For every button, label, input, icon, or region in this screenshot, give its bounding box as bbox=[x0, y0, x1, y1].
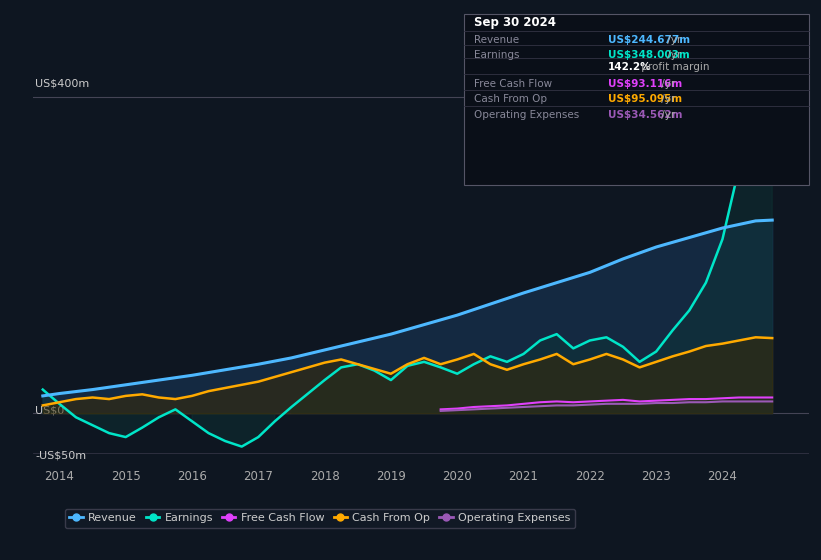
Text: profit margin: profit margin bbox=[638, 62, 709, 72]
Text: Revenue: Revenue bbox=[474, 35, 519, 45]
Text: 142.2%: 142.2% bbox=[608, 62, 651, 72]
Text: US$400m: US$400m bbox=[35, 78, 89, 88]
Text: /yr: /yr bbox=[663, 50, 681, 60]
Text: US$244.677m: US$244.677m bbox=[608, 35, 690, 45]
Text: US$93.116m: US$93.116m bbox=[608, 79, 681, 89]
Text: /yr: /yr bbox=[658, 110, 676, 120]
Text: -US$50m: -US$50m bbox=[35, 450, 86, 460]
Text: US$0: US$0 bbox=[35, 406, 64, 416]
Text: /yr: /yr bbox=[658, 95, 676, 105]
Text: Operating Expenses: Operating Expenses bbox=[474, 110, 579, 120]
Text: Free Cash Flow: Free Cash Flow bbox=[474, 79, 552, 89]
Text: Sep 30 2024: Sep 30 2024 bbox=[474, 16, 556, 29]
Legend: Revenue, Earnings, Free Cash Flow, Cash From Op, Operating Expenses: Revenue, Earnings, Free Cash Flow, Cash … bbox=[65, 509, 575, 528]
Text: /yr: /yr bbox=[663, 35, 681, 45]
Text: US$34.562m: US$34.562m bbox=[608, 110, 682, 120]
Text: US$95.095m: US$95.095m bbox=[608, 95, 681, 105]
Text: Cash From Op: Cash From Op bbox=[474, 95, 547, 105]
Text: US$348.003m: US$348.003m bbox=[608, 50, 690, 60]
Text: /yr: /yr bbox=[658, 79, 676, 89]
Text: Earnings: Earnings bbox=[474, 50, 519, 60]
